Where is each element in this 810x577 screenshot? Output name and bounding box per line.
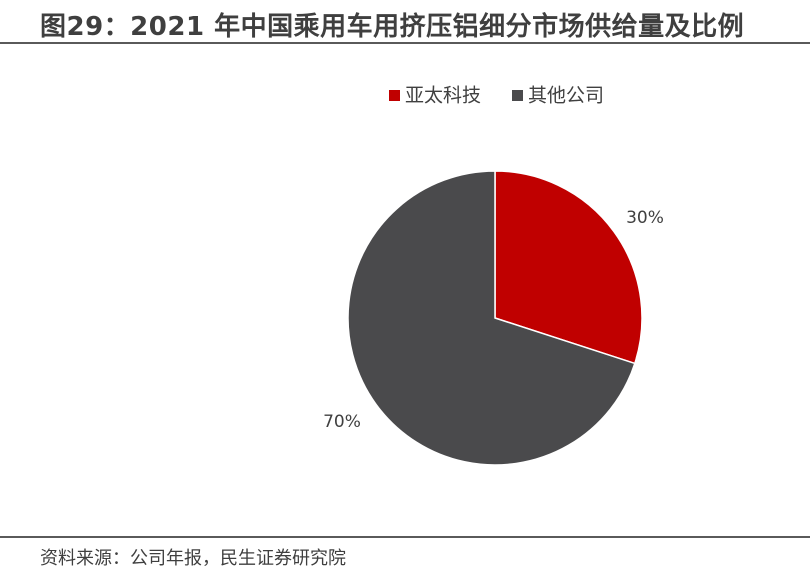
data-label-1: 30% [626,208,664,228]
legend-swatch-1 [389,90,400,101]
page-title: 图29：2021 年中国乘用车用挤压铝细分市场供给量及比例 [40,12,745,42]
pie-slice-1 [494,170,643,365]
source-divider [0,536,810,538]
pie-slice-2 [347,170,636,466]
source-note: 资料来源：公司年报，民生证券研究院 [40,548,346,569]
legend-label-1: 亚太科技 [405,85,481,107]
legend-swatch-2 [512,90,523,101]
data-label-2: 70% [323,412,361,432]
title-divider [0,42,810,44]
legend-label-2: 其他公司 [528,85,604,107]
